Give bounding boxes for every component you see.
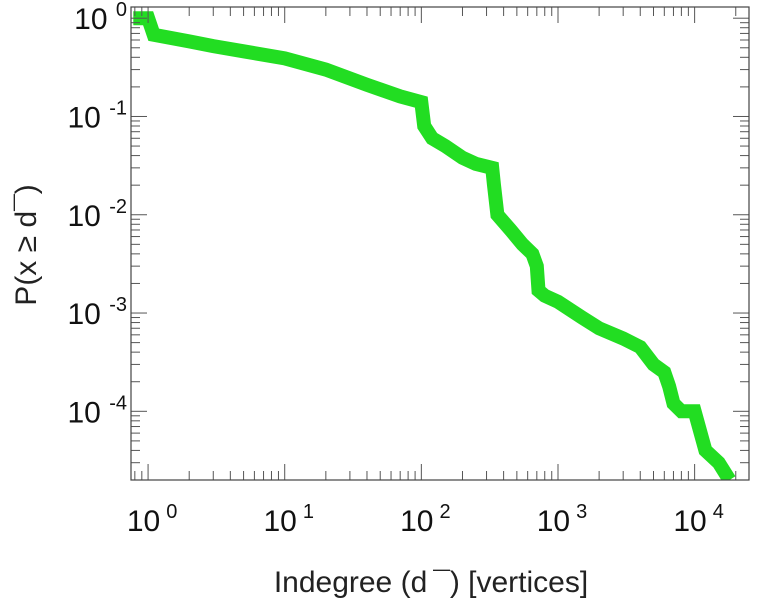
x-tick-label-base: 10 — [537, 505, 576, 538]
x-tick-label-base: 10 — [673, 505, 712, 538]
plot-frame — [130, 6, 750, 481]
y-tick-label-exponent: -4 — [109, 392, 127, 414]
y-tick-label: 10 -2 — [67, 196, 127, 233]
x-tick-label-exponent: 2 — [439, 501, 450, 523]
y-tick-label-exponent: 0 — [116, 0, 127, 21]
y-axis-title: P(x ≥ d¯) — [10, 184, 43, 305]
x-tick-label-exponent: 1 — [303, 501, 314, 523]
y-tick-label: 10 0 — [74, 0, 127, 36]
x-tick-label-exponent: 3 — [576, 501, 587, 523]
x-tick-label-base: 10 — [127, 505, 166, 538]
y-tick-label-base: 10 — [67, 101, 109, 134]
y-tick-label-exponent: -1 — [109, 97, 127, 119]
y-tick-label-base: 10 — [74, 3, 116, 36]
x-tick-label: 10 3 — [537, 501, 588, 538]
y-tick-label-base: 10 — [67, 200, 109, 233]
x-tick-label-exponent: 4 — [713, 501, 724, 523]
data-series-line-0 — [133, 11, 736, 480]
y-tick-label-exponent: -2 — [109, 196, 127, 218]
x-tick-label-exponent: 0 — [166, 501, 177, 523]
y-tick-label: 10 -3 — [67, 294, 127, 331]
y-tick-label: 10 -4 — [67, 392, 127, 429]
x-tick-label: 10 2 — [400, 501, 451, 538]
x-tick-label: 10 4 — [673, 501, 724, 538]
x-tick-label: 10 0 — [127, 501, 178, 538]
tick-labels: 10 0 10 1 10 2 10 3 10 410 010 -110 -210 -31… — [67, 0, 723, 538]
plot-area — [133, 11, 736, 480]
x-axis-title: Indegree (d ¯) [vertices] — [274, 566, 588, 599]
x-tick-label-base: 10 — [263, 505, 302, 538]
y-tick-label-base: 10 — [67, 396, 109, 429]
x-tick-label-base: 10 — [400, 505, 439, 538]
y-tick-label-exponent: -3 — [109, 294, 127, 316]
y-tick-label: 10 -1 — [67, 97, 127, 134]
y-tick-label-base: 10 — [67, 298, 109, 331]
x-tick-label: 10 1 — [263, 501, 314, 538]
axis-ticks — [131, 7, 749, 481]
